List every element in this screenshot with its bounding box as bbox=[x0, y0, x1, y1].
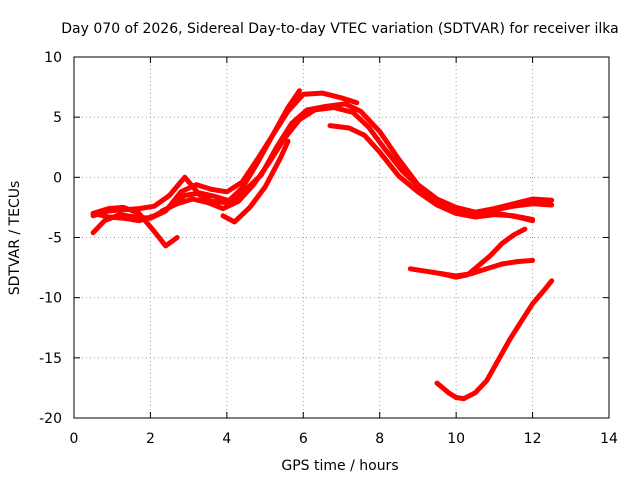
x-tick-label: 2 bbox=[146, 431, 155, 447]
y-tick-label: -20 bbox=[39, 411, 62, 427]
y-tick-label: -5 bbox=[48, 231, 62, 247]
y-tick-label: -10 bbox=[39, 291, 62, 307]
y-tick-label: 0 bbox=[53, 170, 62, 186]
x-tick-label: 0 bbox=[70, 431, 79, 447]
x-tick-label: 12 bbox=[524, 431, 542, 447]
x-tick-label: 6 bbox=[299, 431, 308, 447]
series-arc-6 bbox=[220, 138, 291, 225]
x-tick-label: 10 bbox=[447, 431, 465, 447]
series-arc-3 bbox=[90, 204, 180, 249]
y-axis-label: SDTVAR / TECUs bbox=[7, 181, 23, 296]
series-arc-11 bbox=[434, 278, 555, 402]
series-arc-7 bbox=[327, 123, 536, 222]
x-axis-label: GPS time / hours bbox=[281, 458, 398, 474]
x-tick-label: 4 bbox=[222, 431, 231, 447]
y-tick-labels: -20 -15 -10 -5 0 5 10 bbox=[39, 50, 62, 427]
y-tick-label: -15 bbox=[39, 351, 62, 367]
series-arc-2 bbox=[90, 90, 360, 219]
x-tick-labels: 0 2 4 6 8 10 12 14 bbox=[70, 431, 618, 447]
y-tick-label: 10 bbox=[44, 50, 62, 66]
series-arc-5 bbox=[159, 105, 536, 224]
y-tick-label: 5 bbox=[53, 110, 62, 126]
chart-title: Day 070 of 2026, Sidereal Day-to-day VTE… bbox=[61, 21, 618, 37]
x-tick-label: 14 bbox=[600, 431, 618, 447]
series-arc-10 bbox=[438, 226, 528, 280]
series-group bbox=[90, 88, 555, 402]
axis-ticks bbox=[73, 56, 610, 419]
x-tick-label: 8 bbox=[375, 431, 384, 447]
series-arc-8 bbox=[472, 201, 555, 215]
